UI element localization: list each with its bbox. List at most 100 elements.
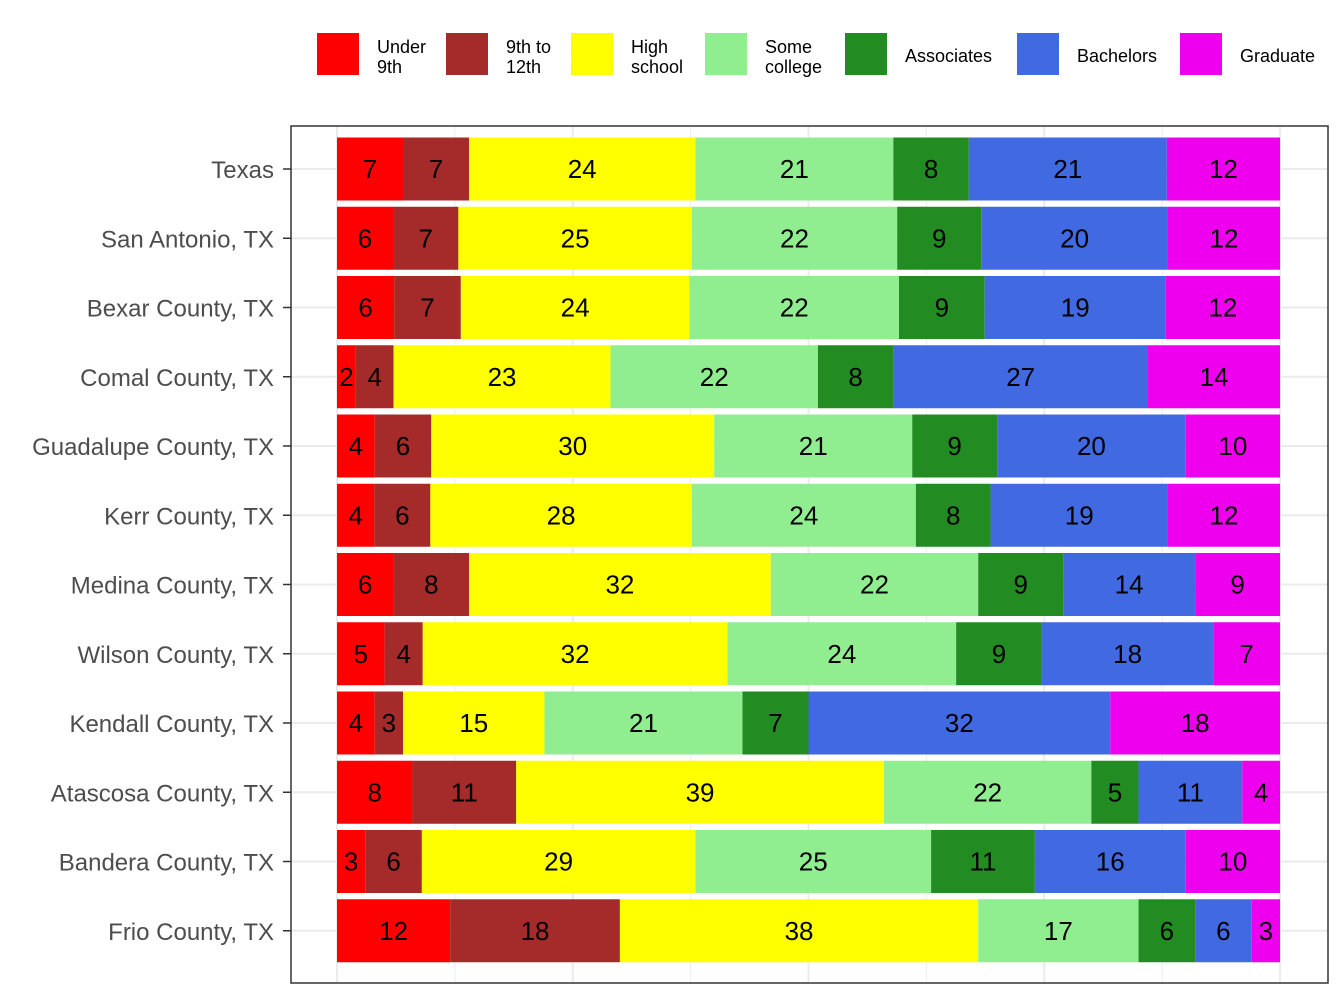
bar-segment-graduate <box>1185 830 1280 893</box>
bar-segment-bachelors <box>981 206 1168 270</box>
bar-row-bandera-county-tx: 3 6 29 25 11 16 10 <box>337 830 1280 893</box>
data-label: 3 <box>382 708 396 738</box>
data-label: 8 <box>848 362 862 392</box>
bar-segment-high-school <box>460 276 690 339</box>
bar-segment-bachelors <box>893 345 1148 409</box>
bar-segment-bachelors <box>997 414 1186 478</box>
data-label: 6 <box>1160 916 1174 946</box>
data-label: 15 <box>459 708 488 738</box>
bar-row-guadalupe-county-tx: 4 6 30 21 9 20 10 <box>337 414 1280 478</box>
category-label: Guadalupe County, TX <box>32 434 274 461</box>
bar-segment-graduate <box>1110 691 1280 755</box>
data-label: 6 <box>386 847 400 877</box>
data-label: 14 <box>1200 362 1229 392</box>
bar-segment-bachelors <box>1063 553 1196 616</box>
data-label: 21 <box>629 708 658 738</box>
data-label: 21 <box>799 431 828 461</box>
bar-segment-graduate <box>1166 137 1280 201</box>
category-label: Bexar County, TX <box>87 296 274 323</box>
bar-segment-under-9th <box>337 760 413 824</box>
bar-segment-high-school <box>431 414 715 478</box>
data-label: 18 <box>521 916 550 946</box>
data-label: 21 <box>780 154 809 184</box>
legend-item-bachelors: Bachelors <box>1017 33 1157 75</box>
legend-label: High <box>631 37 668 57</box>
bar-segment-9th-to-12th <box>384 622 423 686</box>
data-label: 19 <box>1065 500 1094 530</box>
data-label: 10 <box>1218 431 1247 461</box>
bar-segment-graduate <box>1165 276 1280 339</box>
data-label: 4 <box>349 431 363 461</box>
data-label: 5 <box>354 639 368 669</box>
bar-segment-some-college <box>883 760 1092 824</box>
data-label: 3 <box>1259 916 1273 946</box>
bar-segment-associates <box>915 483 991 547</box>
bar-segment-9th-to-12th <box>374 414 432 478</box>
bar-segment-some-college <box>770 553 979 616</box>
data-label: 9 <box>1230 570 1244 600</box>
bar-segment-high-school <box>516 760 884 824</box>
bar-segment-some-college <box>689 276 899 339</box>
bar-segment-high-school <box>469 137 696 201</box>
data-label: 30 <box>558 431 587 461</box>
plot-panel-border <box>290 125 1329 984</box>
data-label: 7 <box>429 154 443 184</box>
data-label: 5 <box>1108 777 1122 807</box>
bar-segment-associates <box>742 691 809 755</box>
data-label: 29 <box>544 847 573 877</box>
bar-segment-bachelors <box>990 483 1168 547</box>
data-label: 32 <box>605 570 634 600</box>
data-label: 9 <box>947 431 961 461</box>
legend-key <box>1017 33 1059 75</box>
bar-segment-9th-to-12th <box>374 483 431 547</box>
bar-segment-9th-to-12th <box>374 691 404 755</box>
data-label: 17 <box>1044 916 1073 946</box>
data-label: 12 <box>379 916 408 946</box>
category-label: Kerr County, TX <box>104 503 274 530</box>
bar-segment-high-school <box>393 345 611 409</box>
data-label: 21 <box>1053 154 1082 184</box>
bar-segment-9th-to-12th <box>393 553 470 616</box>
bar-segment-associates <box>893 137 969 201</box>
bar-segment-some-college <box>978 899 1139 963</box>
legend-label: Under <box>377 37 426 57</box>
data-label: 9 <box>1013 570 1027 600</box>
bar-segment-associates <box>897 206 982 270</box>
data-label: 18 <box>1181 708 1210 738</box>
data-label: 7 <box>768 708 782 738</box>
bar-segment-bachelors <box>968 137 1167 201</box>
data-label: 32 <box>561 639 590 669</box>
bar-segment-some-college <box>695 137 894 201</box>
data-label: 25 <box>799 847 828 877</box>
bar-segment-9th-to-12th <box>403 137 470 201</box>
legend-label: college <box>765 57 822 77</box>
data-label: 2 <box>339 362 353 392</box>
legend-item-graduate: Graduate <box>1180 33 1315 75</box>
data-label: 8 <box>946 500 960 530</box>
bar-segment-bachelors <box>1138 760 1243 824</box>
bar-segment-9th-to-12th <box>393 206 459 270</box>
bar-segment-graduate <box>1213 622 1280 686</box>
data-label: 24 <box>789 500 818 530</box>
category-label: San Antonio, TX <box>101 226 274 253</box>
bar-segment-associates <box>898 276 985 339</box>
data-label: 4 <box>348 500 362 530</box>
data-label: 39 <box>686 777 715 807</box>
bar-row-medina-county-tx: 6 8 32 22 9 14 9 <box>337 553 1280 616</box>
bar-segment-graduate <box>1167 483 1280 547</box>
data-label: 10 <box>1218 847 1247 877</box>
data-label: 14 <box>1115 570 1144 600</box>
bar-segment-high-school <box>430 483 692 547</box>
data-label: 22 <box>860 570 889 600</box>
bar-segment-9th-to-12th <box>394 276 461 339</box>
bar-segment-associates <box>956 622 1042 686</box>
bar-segment-under-9th <box>337 137 404 201</box>
bar-segment-bachelors <box>1195 899 1252 963</box>
data-label: 32 <box>945 708 974 738</box>
data-label: 6 <box>358 293 372 323</box>
bar-segment-under-9th <box>337 553 394 616</box>
